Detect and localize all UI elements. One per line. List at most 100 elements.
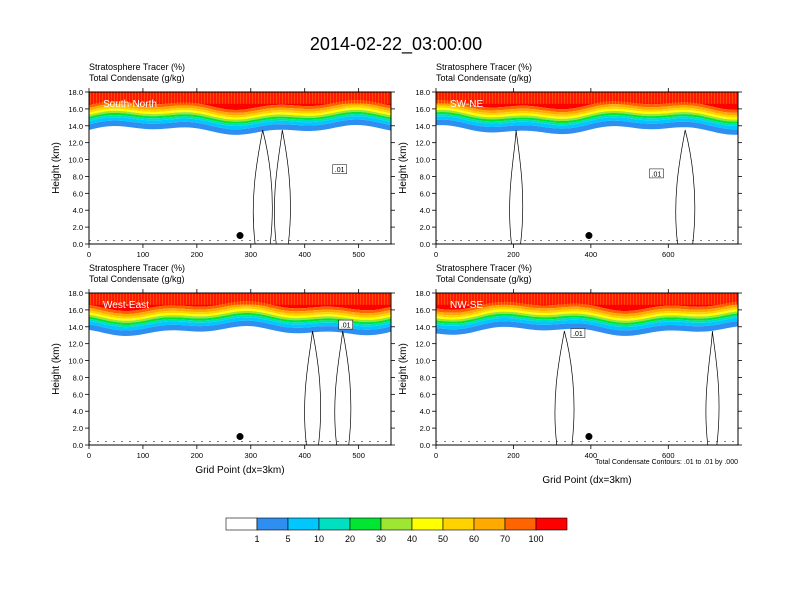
y-tick-label: 12.0 [68, 139, 83, 148]
tracer-band [89, 119, 391, 135]
panel-title-line2: Total Condensate (g/kg) [436, 73, 532, 83]
y-tick-label: 2.0 [420, 223, 430, 232]
condensate-contour [554, 330, 575, 445]
y-tick-label: 14.0 [68, 323, 83, 332]
y-axis-label: Height (km) [51, 343, 62, 395]
tracer-band [436, 107, 738, 120]
condensate-contour [274, 129, 291, 244]
x-tick-label: 500 [352, 451, 365, 460]
colorbar-label: 60 [469, 534, 479, 544]
location-marker [236, 232, 244, 240]
y-tick-label: 6.0 [73, 189, 83, 198]
contour-footnote: Total Condensate Contours: .01 to .01 by… [595, 459, 738, 466]
panel-title-line1: Stratosphere Tracer (%) [89, 263, 185, 273]
x-tick-label: 400 [585, 451, 598, 460]
y-tick-label: 8.0 [73, 373, 83, 382]
x-tick-label: 200 [191, 451, 204, 460]
tracer-band [89, 111, 391, 124]
y-tick-label: 10.0 [415, 357, 430, 366]
x-axis-label: Grid Point (dx=3km) [195, 465, 284, 476]
colorbar-label: 10 [314, 534, 324, 544]
tracer-band [89, 116, 391, 130]
tracer-band [89, 105, 391, 118]
y-tick-label: 2.0 [73, 424, 83, 433]
x-tick-label: 500 [352, 250, 365, 259]
colorbar-label: 40 [407, 534, 417, 544]
colorbar-label: 100 [528, 534, 543, 544]
y-axis-label: Height (km) [398, 343, 409, 395]
tracer-band [89, 315, 391, 328]
tracer-band [89, 103, 391, 116]
y-tick-label: 10.0 [68, 357, 83, 366]
tracer-band [436, 100, 738, 113]
panel-title-line2: Total Condensate (g/kg) [436, 274, 532, 284]
y-tick-label: 8.0 [73, 172, 83, 181]
contour-label: .01 [335, 167, 345, 174]
y-tick-label: 0.0 [420, 240, 430, 249]
condensate-contour [334, 330, 352, 445]
y-tick-label: 8.0 [420, 172, 430, 181]
x-tick-label: 400 [298, 250, 311, 259]
y-tick-label: 10.0 [68, 156, 83, 165]
panel-west-east: Stratosphere Tracer (%) Total Condensate… [51, 263, 395, 476]
condensate-contour [705, 330, 720, 445]
y-tick-label: 4.0 [73, 206, 83, 215]
x-tick-label: 300 [245, 250, 258, 259]
panel-sw-ne: Stratosphere Tracer (%) Total Condensate… [398, 62, 742, 259]
x-tick-label: 0 [87, 250, 91, 259]
y-tick-label: 16.0 [68, 306, 83, 315]
x-tick-label: 200 [507, 451, 520, 460]
colorbar-label: 70 [500, 534, 510, 544]
tracer-hatch [89, 293, 391, 305]
tracer-band [436, 103, 738, 116]
tracer-band [436, 111, 738, 124]
colorbar-swatch [504, 517, 537, 531]
y-tick-label: 2.0 [420, 424, 430, 433]
colorbar-legend: 1 5 10 20 30 40 50 60 70 100 [225, 517, 568, 544]
panel-nw-se: Stratosphere Tracer (%) Total Condensate… [398, 263, 742, 486]
tracer-band [436, 315, 738, 328]
plot-area: .01 [89, 293, 391, 445]
colorbar-swatch [287, 517, 320, 531]
panel-title-line2: Total Condensate (g/kg) [89, 274, 185, 284]
colorbar-swatch [442, 517, 475, 531]
y-tick-label: 16.0 [415, 306, 430, 315]
y-tick-label: 18.0 [415, 88, 430, 97]
tracer-band [436, 119, 738, 135]
tracer-band [89, 308, 391, 321]
colorbar-label: 1 [254, 534, 259, 544]
panel-label: NW-SE [450, 300, 483, 311]
y-tick-label: 8.0 [420, 373, 430, 382]
location-marker [585, 232, 593, 240]
panel-label: SW-NE [450, 99, 483, 110]
plot-frame [435, 91, 739, 245]
location-marker [585, 433, 593, 441]
colorbar-swatch [349, 517, 382, 531]
tracer-band [436, 105, 738, 118]
plot-frame [88, 91, 392, 245]
plot-frame [435, 292, 739, 446]
x-tick-label: 200 [191, 250, 204, 259]
x-tick-label: 0 [434, 250, 438, 259]
tracer-band [89, 109, 391, 122]
panel-title-line1: Stratosphere Tracer (%) [436, 263, 532, 273]
tracer-band [436, 313, 738, 325]
y-tick-label: 6.0 [73, 390, 83, 399]
plot-area: .01 [436, 92, 738, 244]
y-tick-label: 12.0 [68, 340, 83, 349]
tracer-band [436, 116, 738, 130]
contour-label: .01 [573, 331, 583, 338]
colorbar-label: 5 [285, 534, 290, 544]
tracer-band [89, 107, 391, 120]
y-tick-label: 0.0 [73, 441, 83, 450]
colorbar-swatch [256, 517, 289, 531]
colorbar-swatch [380, 517, 413, 531]
tracer-hatch [89, 92, 391, 104]
colorbar-swatch [318, 517, 351, 531]
panel-title-line2: Total Condensate (g/kg) [89, 73, 185, 83]
x-axis-label: Grid Point (dx=3km) [542, 475, 631, 486]
tracer-band [436, 109, 738, 122]
tracer-band [89, 320, 391, 336]
panel-title-line1: Stratosphere Tracer (%) [436, 62, 532, 72]
